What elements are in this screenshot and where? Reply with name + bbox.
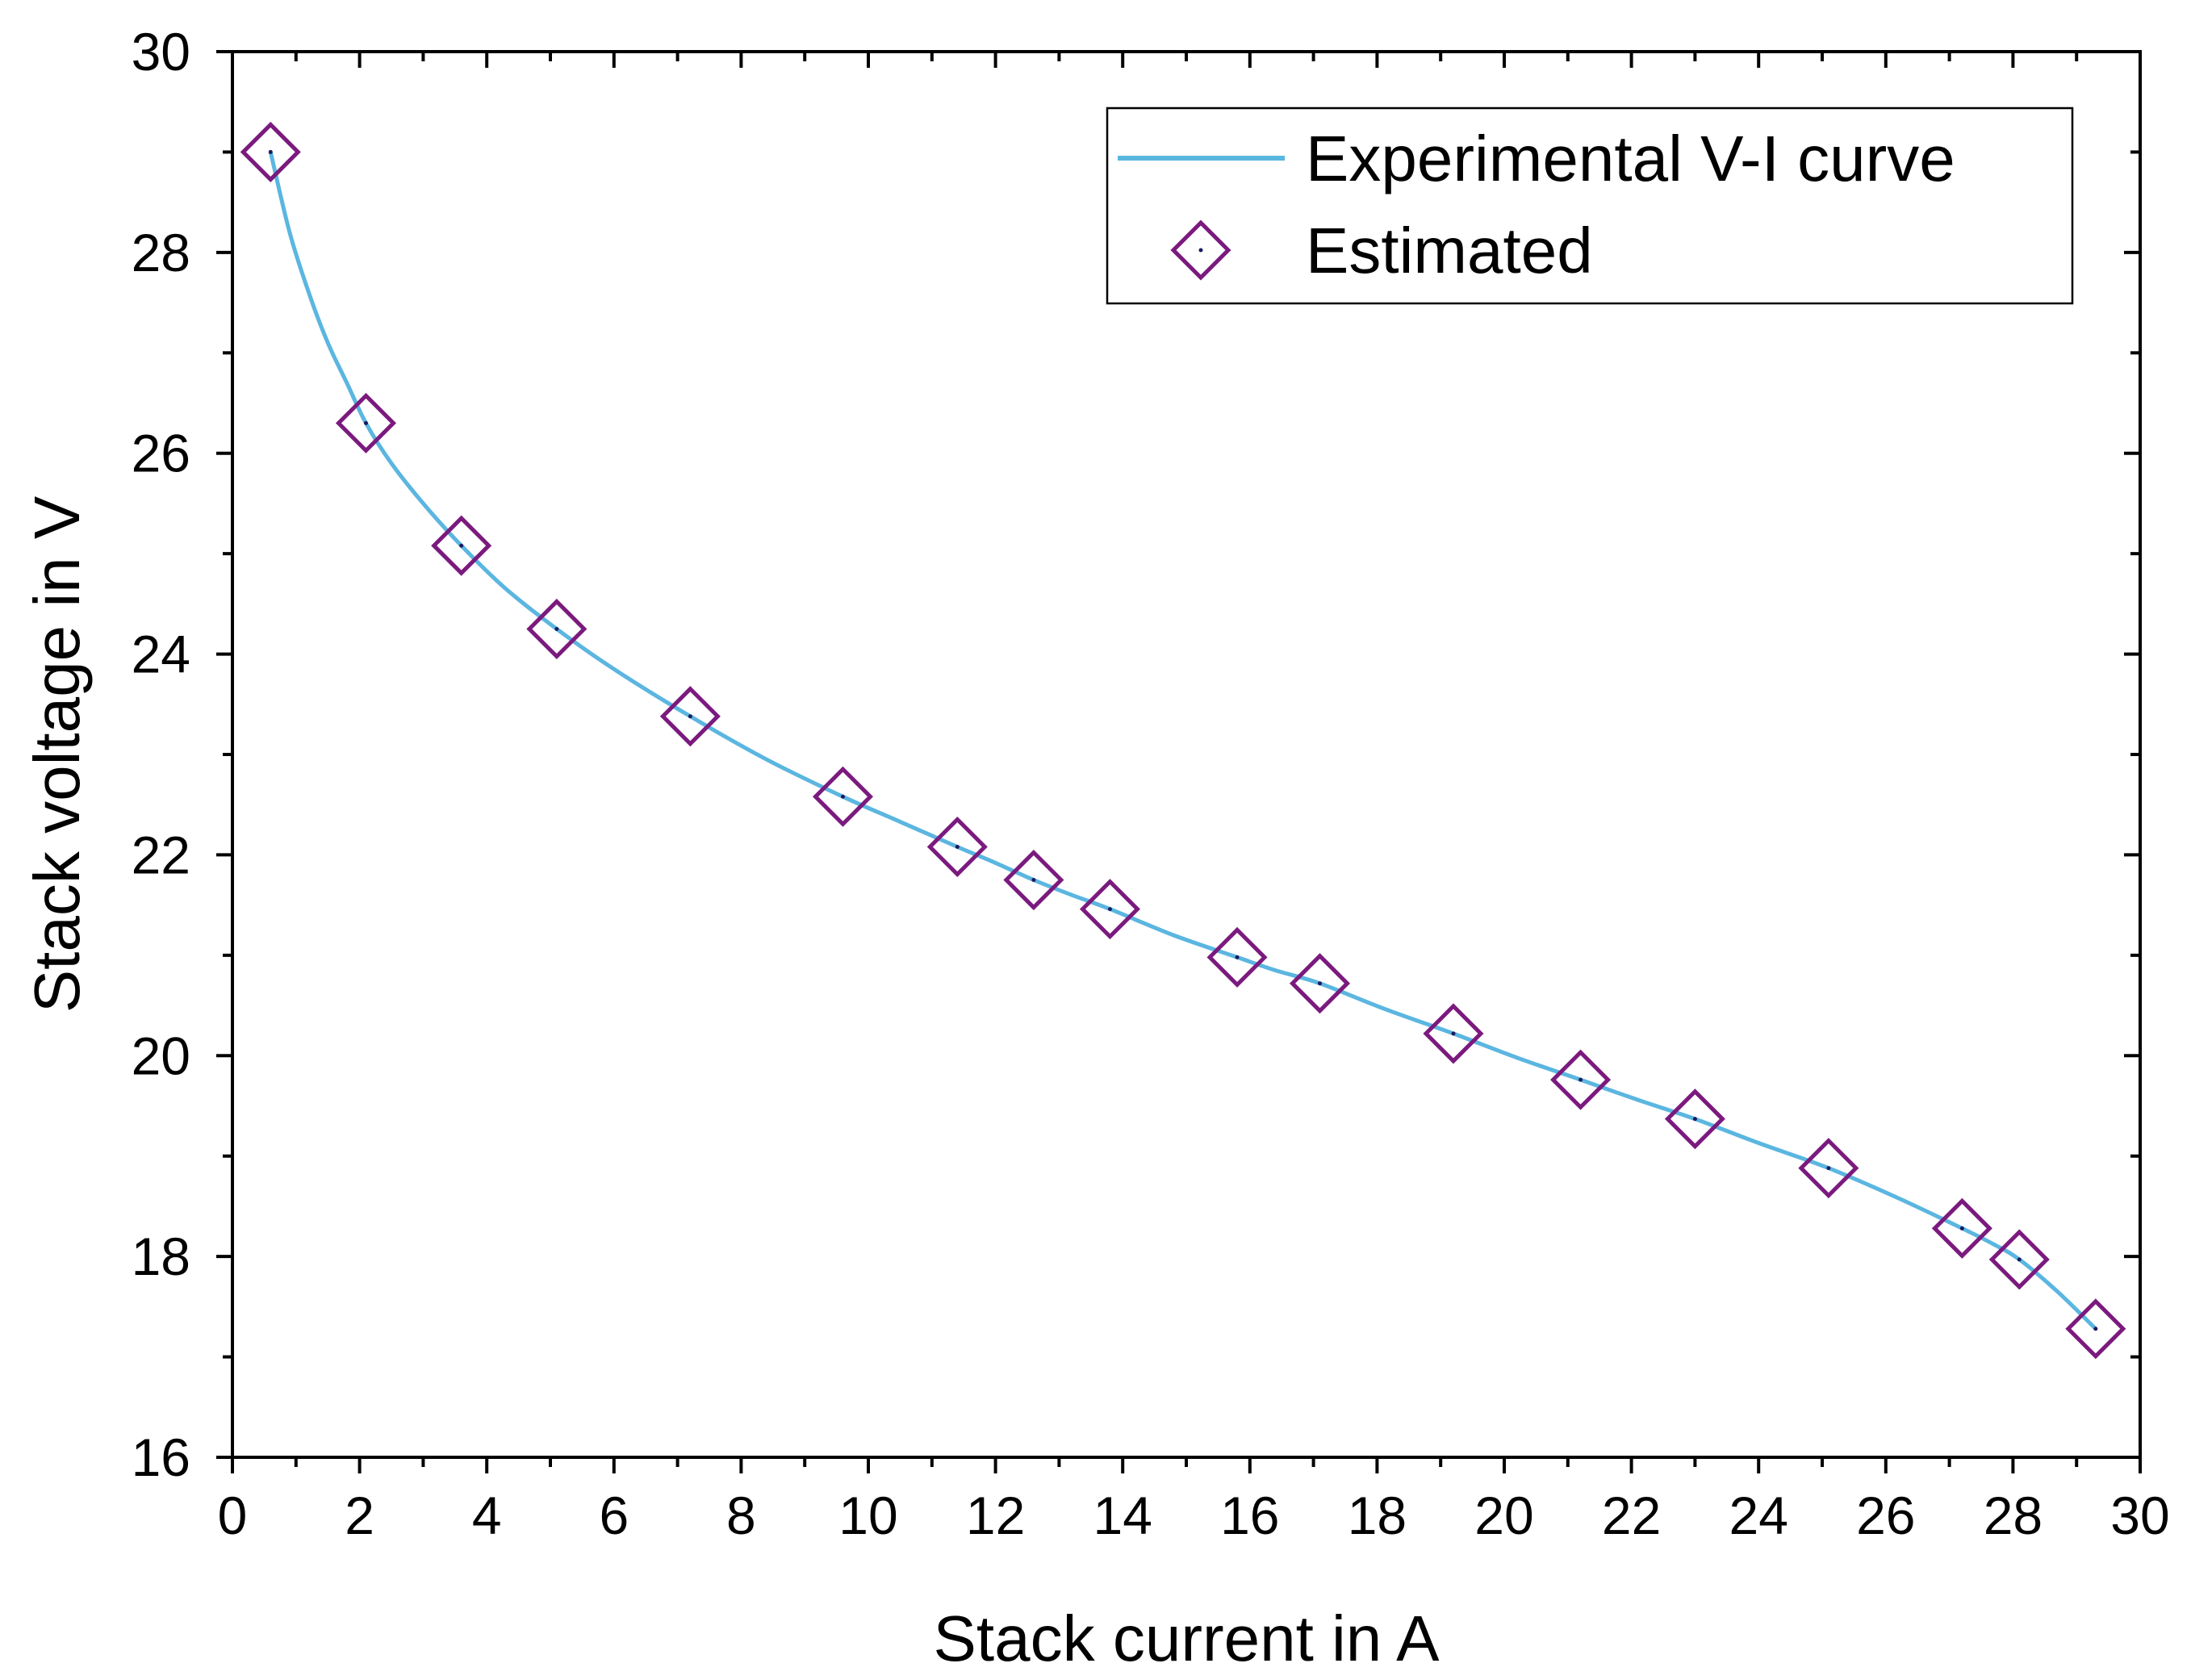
estimated-diamond-marker [1931,1197,1992,1259]
estimated-marker-dot [1107,907,1112,912]
estimated-marker-dot [1826,1166,1831,1171]
estimated-point [431,515,492,576]
estimated-point [659,686,721,747]
x-tick-label: 10 [838,1486,897,1545]
estimated-marker-dot [363,420,368,425]
estimated-diamond-marker [2065,1298,2126,1360]
estimated-marker-dot [1031,878,1036,883]
x-axis-title: Stack current in A [934,1603,1440,1674]
estimated-marker-dot [1959,1226,1964,1231]
y-tick-label: 24 [132,625,190,684]
estimated-point [240,121,301,182]
estimated-marker-dot [1451,1031,1456,1036]
estimated-point [812,766,874,827]
estimated-diamond-marker [926,816,988,878]
plot-frame [231,50,2142,1459]
estimated-diamond-marker [1798,1138,1859,1199]
x-tick-label: 22 [1602,1486,1661,1545]
x-tick-label: 0 [218,1486,248,1545]
estimated-point [1988,1229,2050,1290]
estimated-point [1550,1049,1612,1110]
estimated-diamond-marker [1079,879,1140,940]
experimental-vi-curve-line [268,151,2097,1331]
y-tick-label: 22 [132,825,190,884]
estimated-marker-dot [688,714,692,719]
estimated-point [526,598,587,659]
estimated-marker-dot [840,794,845,799]
estimated-point [1003,850,1064,911]
legend-marker-dot [1198,248,1203,253]
estimated-diamond-marker [1550,1049,1612,1110]
x-tick-label: 26 [1856,1486,1915,1545]
x-tick-label: 4 [472,1486,502,1545]
series-layer [240,121,2126,1360]
estimated-marker-dot [955,844,960,849]
x-tick-label: 2 [345,1486,374,1545]
estimated-diamond-marker [431,515,492,576]
legend: Experimental V-I curve Estimated [1106,107,2074,305]
y-tick-labels: 16 18 20 22 24 26 28 30 [132,22,190,1487]
x-tick-label: 14 [1093,1486,1152,1545]
estimated-point [1079,879,1140,940]
legend-diamond-marker-icon [1170,219,1231,281]
estimated-marker-dot [1317,981,1322,986]
legend-marker-label: Estimated [1306,215,1593,286]
x-tick-label: 16 [1220,1486,1279,1545]
y-tick-label: 30 [132,22,190,81]
estimated-diamond-marker [240,121,301,182]
estimated-marker-dot [459,543,464,548]
x-tick-label: 24 [1729,1486,1788,1545]
y-tick-label: 20 [132,1026,190,1085]
estimated-diamond-marker [1423,1003,1484,1064]
y-tick-label: 28 [132,223,190,282]
estimated-point [1206,926,1268,988]
y-tick-label: 18 [132,1227,190,1286]
legend-line-label: Experimental V-I curve [1306,123,1955,194]
estimated-marker-dot [268,149,273,154]
estimated-diamond-marker [335,392,397,453]
estimated-marker-dot [554,626,559,631]
estimated-point [2065,1298,2126,1360]
estimated-point [926,816,988,878]
x-tick-label: 28 [1984,1486,2043,1545]
x-tick-label: 6 [599,1486,629,1545]
x-tick-label: 20 [1474,1486,1533,1545]
y-tick-label: 26 [132,424,190,483]
y-axis-title: Stack voltage in V [21,495,93,1013]
estimated-diamond-marker [1206,926,1268,988]
estimated-marker-dot [2017,1257,2022,1262]
estimated-diamond-marker [1664,1089,1725,1150]
x-tick-label: 30 [2110,1486,2169,1545]
x-tick-label: 12 [966,1486,1025,1545]
estimated-diamond-marker [1003,850,1064,911]
estimated-point [1289,953,1351,1014]
estimated-point [1798,1138,1859,1199]
estimated-marker-dot [1235,955,1240,959]
legend-box [1106,107,2074,305]
estimated-point [335,392,397,453]
estimated-marker-dot [2093,1327,2098,1331]
x-tick-labels: 0 2 4 6 8 10 12 14 16 18 20 22 24 26 28 30 [218,1486,2170,1545]
estimated-diamond-marker [812,766,874,827]
estimated-marker-dot [1692,1117,1697,1122]
estimated-point [1931,1197,1992,1259]
estimated-diamond-marker [1289,953,1351,1014]
y-tick-label: 16 [132,1427,190,1487]
estimated-diamond-marker [1988,1229,2050,1290]
estimated-diamond-marker [526,598,587,659]
x-tick-label: 18 [1348,1486,1407,1545]
estimated-marker-dot [1578,1077,1583,1082]
x-tick-label: 8 [726,1486,756,1545]
estimated-point [1664,1089,1725,1150]
estimated-diamond-marker [659,686,721,747]
estimated-point [1423,1003,1484,1064]
